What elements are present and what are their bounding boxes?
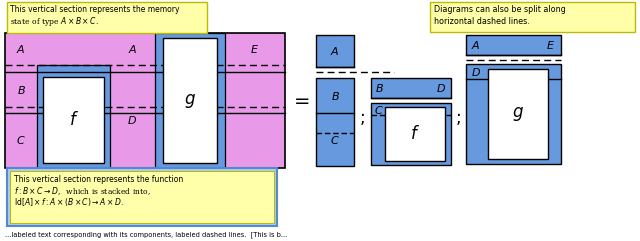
Text: $A$: $A$	[330, 45, 340, 57]
Text: $C$: $C$	[374, 104, 384, 116]
Bar	[43, 77, 104, 163]
Bar	[163, 38, 217, 163]
Text: $A$: $A$	[128, 43, 137, 55]
Text: $f: B \times C \to D,\;$ which is stacked into,: $f: B \times C \to D,\;$ which is stacke…	[14, 185, 151, 197]
Text: $f$: $f$	[410, 125, 420, 143]
Text: $\mathrm{Id}[A] \times f: A \times (B \times C) \to A \times D.$: $\mathrm{Id}[A] \times f: A \times (B \t…	[14, 196, 124, 208]
Bar	[466, 64, 561, 164]
Text: $A$: $A$	[16, 43, 26, 55]
Bar	[7, 2, 207, 33]
Bar	[385, 107, 445, 161]
Bar	[155, 33, 225, 168]
Text: $E$: $E$	[250, 43, 259, 55]
Text: Diagrams can also be split along: Diagrams can also be split along	[434, 6, 566, 14]
Bar	[488, 69, 548, 159]
Bar	[5, 33, 285, 168]
Text: horizontal dashed lines.: horizontal dashed lines.	[434, 16, 530, 26]
Text: $C$: $C$	[16, 134, 26, 147]
Text: $=$: $=$	[290, 91, 310, 109]
Bar	[7, 168, 277, 226]
Text: $B$: $B$	[330, 89, 339, 101]
Bar	[371, 103, 451, 165]
Bar	[466, 35, 561, 55]
Bar	[10, 171, 274, 223]
Text: $;$: $;$	[455, 109, 461, 127]
Text: $f$: $f$	[68, 111, 79, 129]
Text: $;$: $;$	[359, 109, 365, 127]
Text: $g$: $g$	[184, 92, 196, 109]
Text: $A$: $A$	[471, 39, 481, 51]
Bar	[316, 78, 354, 166]
Bar	[37, 65, 110, 168]
Text: $B$: $B$	[17, 83, 26, 95]
Bar	[430, 2, 635, 32]
Text: $D$: $D$	[471, 66, 481, 78]
Bar	[316, 35, 354, 67]
Text: This vertical section represents the function: This vertical section represents the fun…	[14, 175, 183, 185]
Text: $B$: $B$	[374, 82, 383, 94]
Text: $E$: $E$	[547, 39, 556, 51]
Text: state of type $A \times B \times C$.: state of type $A \times B \times C$.	[10, 14, 99, 27]
Text: $D$: $D$	[436, 82, 446, 94]
Text: ...labeled text corresponding with its components, labeled dashed lines.  [This : ...labeled text corresponding with its c…	[5, 232, 287, 238]
Text: $D$: $D$	[127, 114, 138, 126]
Text: $C$: $C$	[330, 134, 340, 146]
Bar	[371, 78, 451, 98]
Text: This vertical section represents the memory: This vertical section represents the mem…	[10, 6, 179, 14]
Text: $g$: $g$	[512, 105, 524, 123]
